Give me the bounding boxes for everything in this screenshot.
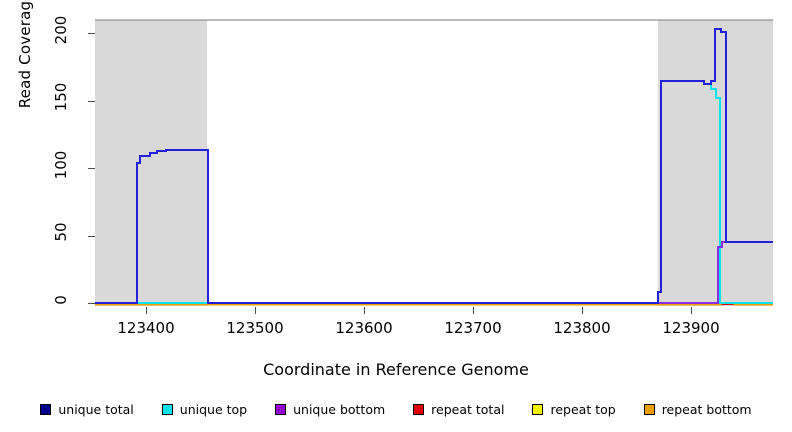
legend-swatch-unique-total	[40, 403, 52, 415]
legend-label-repeat-bottom: repeat bottom	[661, 401, 752, 417]
y-tick-label-100: 100	[52, 150, 70, 180]
y-tick-mark-50	[88, 236, 95, 237]
chart-legend: unique total unique top unique bottom re…	[0, 398, 792, 420]
x-tick-mark-123500	[255, 307, 256, 314]
x-tick-label-123600: 123600	[335, 319, 393, 337]
series-unique-total	[95, 28, 773, 304]
legend-label-unique-bottom: unique bottom	[293, 401, 386, 417]
legend-label-repeat-top: repeat top	[550, 401, 616, 417]
y-tick-mark-150	[88, 101, 95, 102]
legend-item-repeat-total[interactable]: repeat total	[413, 402, 504, 417]
y-tick-mark-100	[88, 168, 95, 169]
legend-item-unique-bottom[interactable]: unique bottom	[275, 402, 385, 417]
x-tick-label-123400: 123400	[117, 319, 175, 337]
y-tick-label-200: 200	[52, 15, 70, 45]
legend-item-repeat-bottom[interactable]: repeat bottom	[643, 401, 752, 417]
x-tick-label-123700: 123700	[444, 319, 502, 337]
x-tick-mark-123600	[364, 307, 365, 314]
x-tick-mark-123400	[146, 307, 147, 314]
repeat-region-left	[95, 20, 207, 306]
x-tick-mark-123900	[691, 307, 692, 314]
x-tick-label-123800: 123800	[553, 319, 611, 337]
legend-item-repeat-top[interactable]: repeat top	[532, 401, 616, 417]
x-tick-label-123500: 123500	[226, 319, 284, 337]
x-tick-mark-123800	[582, 307, 583, 314]
y-tick-mark-200	[88, 33, 95, 34]
x-tick-mark-123700	[473, 307, 474, 314]
legend-swatch-unique-bottom	[275, 403, 287, 415]
legend-label-repeat-total: repeat total	[431, 401, 505, 417]
y-axis-title: Read Coverage Depth	[16, 0, 34, 109]
y-tick-label-150: 150	[52, 82, 70, 112]
x-axis-title: Coordinate in Reference Genome	[263, 360, 529, 379]
y-tick-label-50: 50	[52, 222, 70, 242]
legend-label-unique-total: unique total	[58, 401, 134, 417]
legend-swatch-unique-top	[161, 403, 173, 415]
legend-label-unique-top: unique top	[179, 401, 248, 417]
y-tick-label-0: 0	[52, 295, 70, 305]
x-tick-label-123900: 123900	[662, 319, 720, 337]
legend-swatch-repeat-bottom	[643, 403, 655, 415]
legend-item-unique-total[interactable]: unique total	[40, 401, 134, 417]
legend-item-unique-top[interactable]: unique top	[161, 401, 248, 417]
legend-swatch-repeat-top	[532, 403, 544, 415]
y-tick-mark-0	[88, 303, 95, 304]
legend-swatch-repeat-total	[413, 403, 425, 415]
plot-area	[95, 18, 773, 306]
